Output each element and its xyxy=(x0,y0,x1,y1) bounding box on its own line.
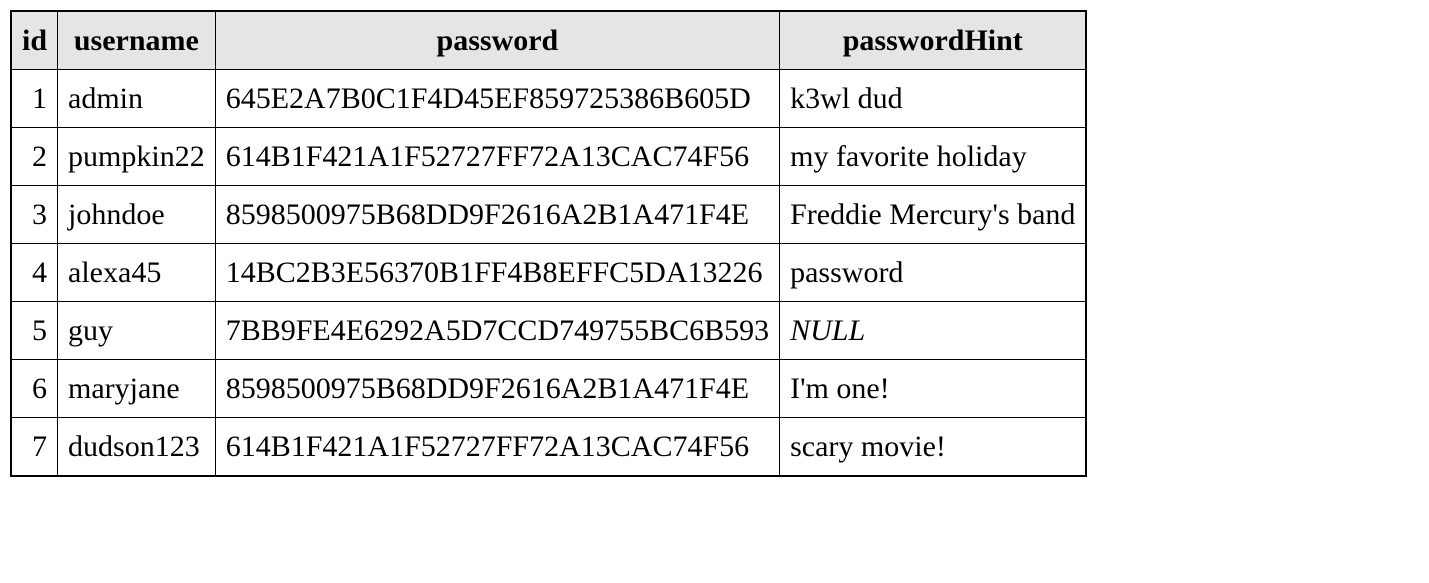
table-row: 7 dudson123 614B1F421A1F52727FF72A13CAC7… xyxy=(11,418,1086,477)
cell-username: guy xyxy=(58,302,216,360)
cell-id: 7 xyxy=(11,418,58,477)
cell-passwordhint: k3wl dud xyxy=(780,70,1087,128)
cell-password: 8598500975B68DD9F2616A2B1A471F4E xyxy=(215,360,779,418)
table-header-row: id username password passwordHint xyxy=(11,11,1086,70)
cell-username: maryjane xyxy=(58,360,216,418)
cell-username: admin xyxy=(58,70,216,128)
cell-password: 8598500975B68DD9F2616A2B1A471F4E xyxy=(215,186,779,244)
cell-password: 14BC2B3E56370B1FF4B8EFFC5DA13226 xyxy=(215,244,779,302)
cell-password: 614B1F421A1F52727FF72A13CAC74F56 xyxy=(215,128,779,186)
col-header-passwordhint: passwordHint xyxy=(780,11,1087,70)
cell-password: 645E2A7B0C1F4D45EF859725386B605D xyxy=(215,70,779,128)
col-header-id: id xyxy=(11,11,58,70)
user-table: id username password passwordHint 1 admi… xyxy=(10,10,1087,477)
cell-username: johndoe xyxy=(58,186,216,244)
table-row: 1 admin 645E2A7B0C1F4D45EF859725386B605D… xyxy=(11,70,1086,128)
table-row: 2 pumpkin22 614B1F421A1F52727FF72A13CAC7… xyxy=(11,128,1086,186)
cell-password: 614B1F421A1F52727FF72A13CAC74F56 xyxy=(215,418,779,477)
cell-password: 7BB9FE4E6292A5D7CCD749755BC6B593 xyxy=(215,302,779,360)
cell-username: dudson123 xyxy=(58,418,216,477)
col-header-username: username xyxy=(58,11,216,70)
cell-id: 6 xyxy=(11,360,58,418)
cell-username: alexa45 xyxy=(58,244,216,302)
cell-id: 2 xyxy=(11,128,58,186)
cell-passwordhint: password xyxy=(780,244,1087,302)
cell-passwordhint: Freddie Mercury's band xyxy=(780,186,1087,244)
table-row: 5 guy 7BB9FE4E6292A5D7CCD749755BC6B593 N… xyxy=(11,302,1086,360)
cell-id: 5 xyxy=(11,302,58,360)
table-row: 3 johndoe 8598500975B68DD9F2616A2B1A471F… xyxy=(11,186,1086,244)
cell-id: 1 xyxy=(11,70,58,128)
cell-id: 4 xyxy=(11,244,58,302)
cell-id: 3 xyxy=(11,186,58,244)
cell-passwordhint: NULL xyxy=(780,302,1087,360)
cell-passwordhint: my favorite holiday xyxy=(780,128,1087,186)
cell-passwordhint: scary movie! xyxy=(780,418,1087,477)
cell-passwordhint: I'm one! xyxy=(780,360,1087,418)
table-row: 4 alexa45 14BC2B3E56370B1FF4B8EFFC5DA132… xyxy=(11,244,1086,302)
cell-username: pumpkin22 xyxy=(58,128,216,186)
col-header-password: password xyxy=(215,11,779,70)
table-row: 6 maryjane 8598500975B68DD9F2616A2B1A471… xyxy=(11,360,1086,418)
